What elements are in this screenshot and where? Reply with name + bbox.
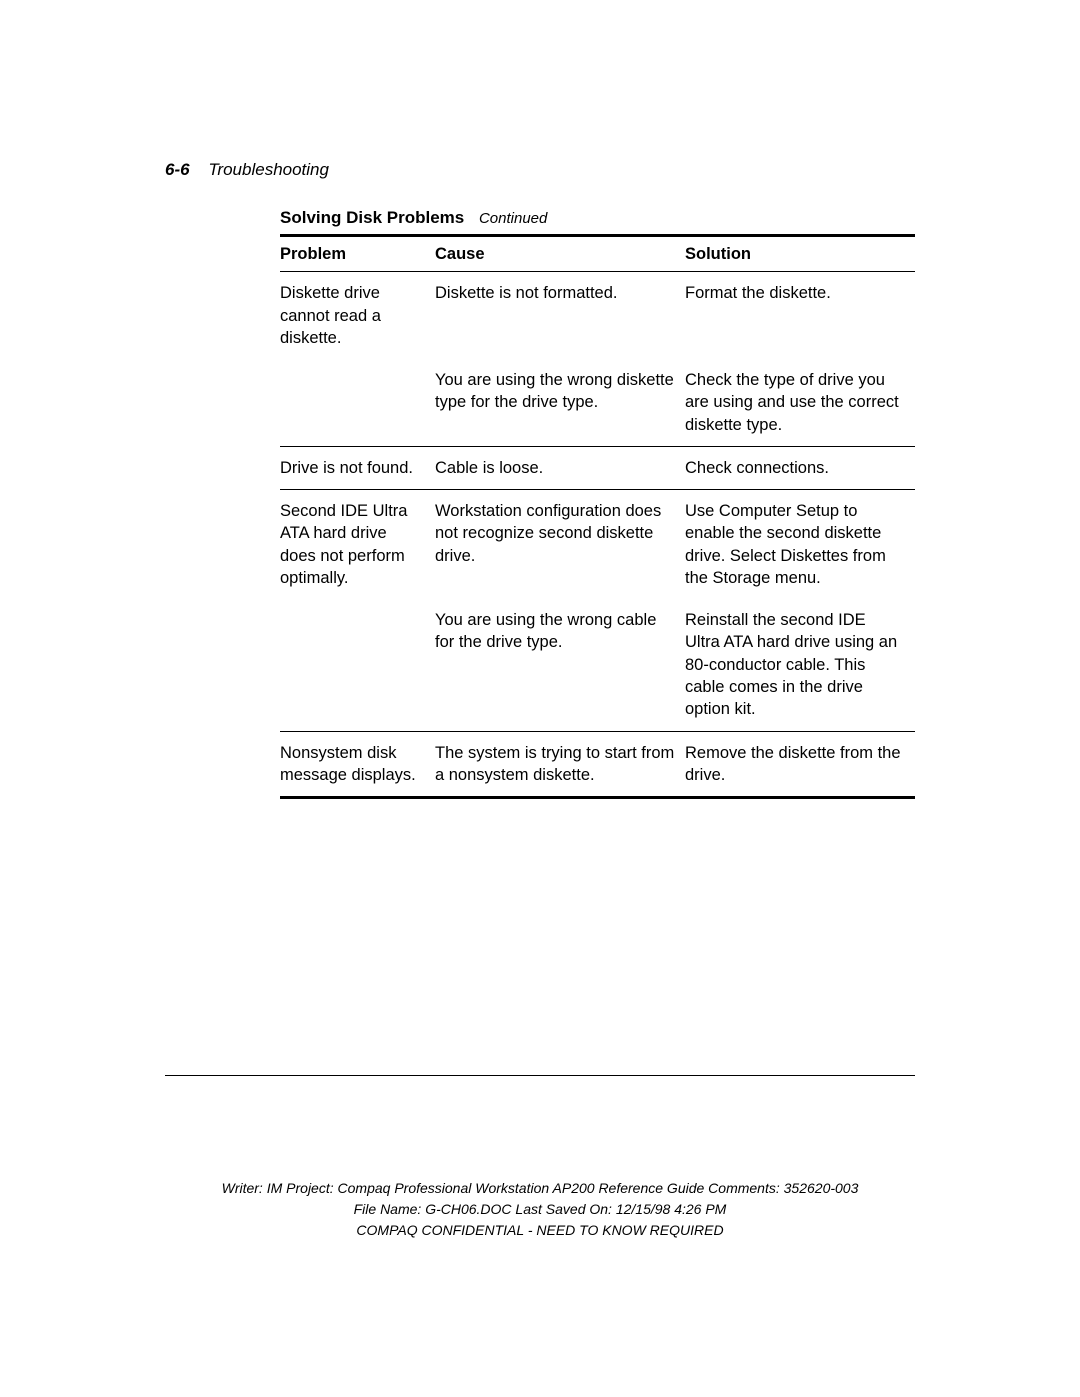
table-row: Nonsystem disk message displays. The sys… [280, 731, 915, 798]
table-row: Drive is not found. Cable is loose. Chec… [280, 446, 915, 489]
cell-problem: Diskette drive cannot read a diskette. [280, 272, 435, 359]
troubleshooting-table: Problem Cause Solution Diskette drive ca… [280, 234, 915, 799]
table-continued-label: Continued [479, 210, 547, 227]
section-title: Troubleshooting [208, 160, 329, 179]
table-row: You are using the wrong cable for the dr… [280, 599, 915, 731]
cell-solution: Check the type of drive you are using an… [685, 359, 915, 446]
cell-cause: You are using the wrong diskette type fo… [435, 359, 685, 446]
running-header: 6-6 Troubleshooting [165, 160, 915, 180]
cell-cause: Workstation configuration does not recog… [435, 490, 685, 600]
col-header-cause: Cause [435, 236, 685, 272]
table-row: You are using the wrong diskette type fo… [280, 359, 915, 446]
troubleshooting-table-wrap: Solving Disk Problems Continued Problem … [280, 208, 915, 799]
cell-solution: Remove the diskette from the drive. [685, 731, 915, 798]
footer-line-1: Writer: IM Project: Compaq Professional … [165, 1178, 915, 1199]
table-title-text: Solving Disk Problems [280, 208, 464, 227]
cell-cause: Diskette is not formatted. [435, 272, 685, 359]
cell-problem [280, 599, 435, 731]
table-header-row: Problem Cause Solution [280, 236, 915, 272]
footer-line-3: COMPAQ CONFIDENTIAL - NEED TO KNOW REQUI… [165, 1220, 915, 1241]
table-row: Second IDE Ultra ATA hard drive does not… [280, 490, 915, 600]
page-footer: Writer: IM Project: Compaq Professional … [165, 1178, 915, 1241]
page-number: 6-6 [165, 160, 190, 179]
cell-solution: Format the diskette. [685, 272, 915, 359]
footer-line-2: File Name: G-CH06.DOC Last Saved On: 12/… [165, 1199, 915, 1220]
cell-problem [280, 359, 435, 446]
footer-rule [165, 1075, 915, 1076]
col-header-solution: Solution [685, 236, 915, 272]
cell-cause: Cable is loose. [435, 446, 685, 489]
cell-solution: Check connections. [685, 446, 915, 489]
cell-problem: Second IDE Ultra ATA hard drive does not… [280, 490, 435, 600]
cell-problem: Nonsystem disk message displays. [280, 731, 435, 798]
table-row: Diskette drive cannot read a diskette. D… [280, 272, 915, 359]
page-content: 6-6 Troubleshooting Solving Disk Problem… [165, 160, 915, 799]
cell-problem: Drive is not found. [280, 446, 435, 489]
table-title: Solving Disk Problems Continued [280, 208, 915, 228]
col-header-problem: Problem [280, 236, 435, 272]
cell-solution: Reinstall the second IDE Ultra ATA hard … [685, 599, 915, 731]
cell-cause: You are using the wrong cable for the dr… [435, 599, 685, 731]
cell-solution: Use Computer Setup to enable the second … [685, 490, 915, 600]
cell-cause: The system is trying to start from a non… [435, 731, 685, 798]
